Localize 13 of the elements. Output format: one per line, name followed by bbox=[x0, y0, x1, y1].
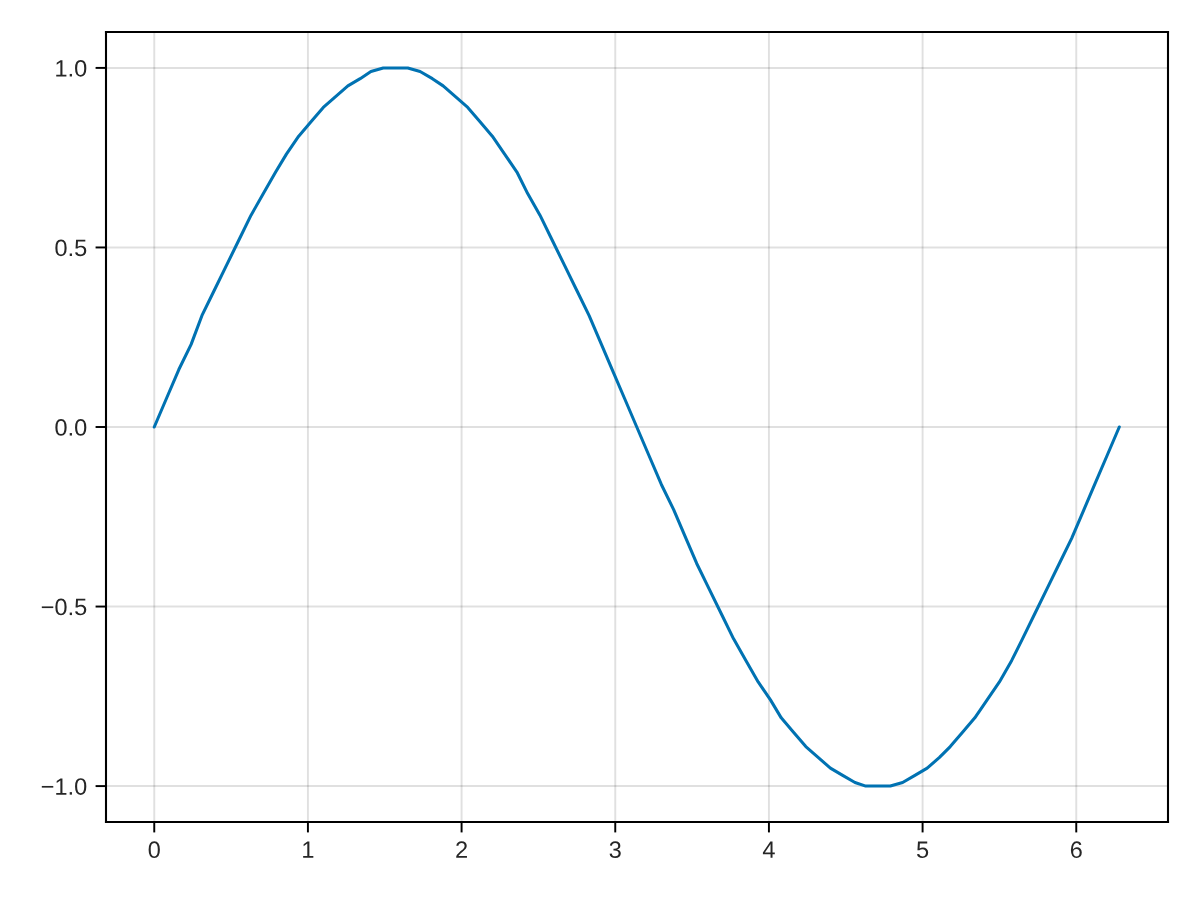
x-tick-label: 0 bbox=[148, 841, 160, 859]
x-tick-label: 1 bbox=[303, 841, 314, 858]
y-tick-label: 1.0 bbox=[56, 59, 87, 77]
x-tick-label: 3 bbox=[609, 841, 621, 859]
x-tick-label: 5 bbox=[916, 841, 929, 859]
y-tick-label: −1.0 bbox=[41, 778, 87, 795]
x-tick-label: 6 bbox=[1070, 841, 1082, 859]
y-tick-label: 0.0 bbox=[55, 419, 87, 436]
y-tick-label: −0.5 bbox=[41, 598, 87, 616]
line-series bbox=[152, 66, 1121, 788]
x-tick-label: 4 bbox=[762, 841, 775, 858]
x-tick-label: 2 bbox=[456, 841, 467, 858]
y-tick-label: 0.5 bbox=[55, 239, 87, 257]
